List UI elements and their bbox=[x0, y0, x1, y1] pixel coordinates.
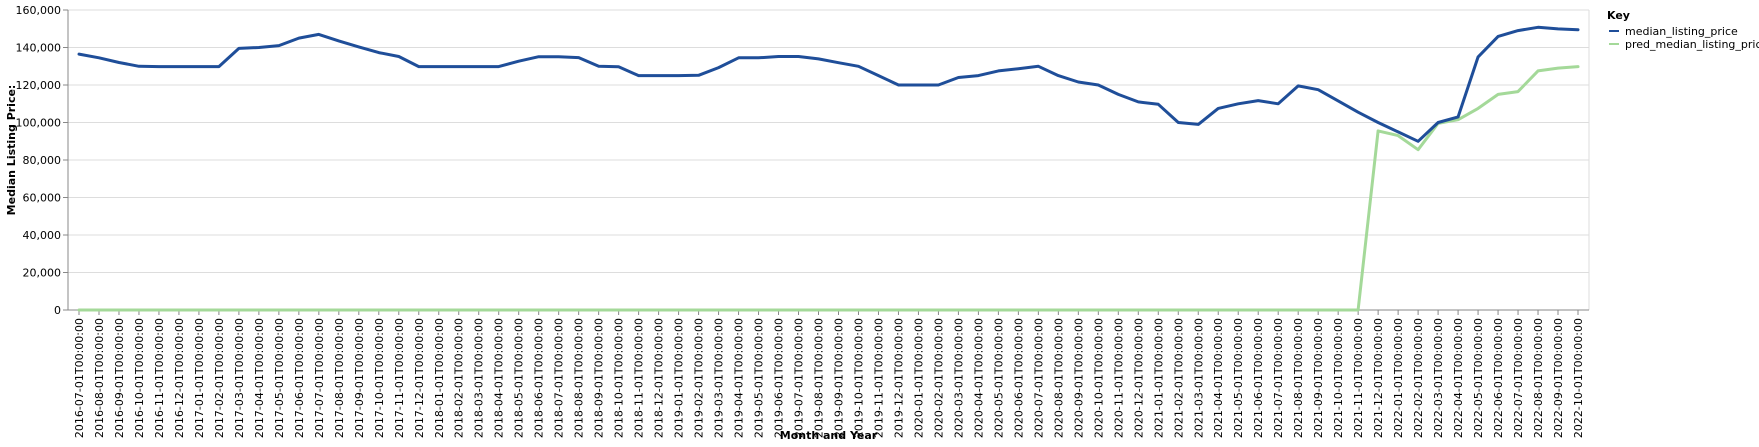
x-tick-label: 2022-09-01T00:00:00 bbox=[1552, 318, 1565, 438]
series-line-pred-median-listing-price bbox=[77, 65, 1580, 312]
x-tick-label: 2016-10-01T00:00:00 bbox=[133, 318, 146, 438]
y-tick-label: 160,000 bbox=[16, 4, 62, 17]
x-tick-label: 2018-07-01T00:00:00 bbox=[553, 318, 566, 438]
x-tick-label: 2018-08-01T00:00:00 bbox=[573, 318, 586, 438]
x-tick-label: 2019-06-01T00:00:00 bbox=[773, 318, 786, 438]
x-tick-label: 2018-01-01T00:00:00 bbox=[433, 318, 446, 438]
x-tick-label: 2022-07-01T00:00:00 bbox=[1512, 318, 1525, 438]
x-tick-label: 2017-06-01T00:00:00 bbox=[293, 318, 306, 438]
x-tick-label: 2021-02-01T00:00:00 bbox=[1172, 318, 1185, 438]
x-tick-label: 2021-05-01T00:00:00 bbox=[1232, 318, 1245, 438]
x-tick-label: 2019-05-01T00:00:00 bbox=[753, 318, 766, 438]
x-tick-label: 2018-11-01T00:00:00 bbox=[633, 318, 646, 438]
x-tick-label: 2019-10-01T00:00:00 bbox=[852, 318, 865, 438]
x-tick-label: 2020-11-01T00:00:00 bbox=[1112, 318, 1125, 438]
x-tick-label: 2020-08-01T00:00:00 bbox=[1052, 318, 1065, 438]
x-tick-label: 2018-04-01T00:00:00 bbox=[493, 318, 506, 438]
x-tick-label: 2016-08-01T00:00:00 bbox=[93, 318, 106, 438]
x-tick-label: 2020-10-01T00:00:00 bbox=[1092, 318, 1105, 438]
x-tick-label: 2018-12-01T00:00:00 bbox=[653, 318, 666, 438]
x-tick-label: 2020-07-01T00:00:00 bbox=[1032, 318, 1045, 438]
x-tick-label: 2019-02-01T00:00:00 bbox=[693, 318, 706, 438]
x-tick-label: 2021-06-01T00:00:00 bbox=[1252, 318, 1265, 438]
x-tick-label: 2022-06-01T00:00:00 bbox=[1492, 318, 1505, 438]
legend-label-pred-median-listing-price: pred_median_listing_price bbox=[1625, 38, 1759, 51]
series-lines bbox=[77, 25, 1580, 312]
x-tick-label: 2021-11-01T00:00:00 bbox=[1352, 318, 1365, 438]
y-tick-label: 0 bbox=[54, 304, 61, 317]
x-tick-label: 2017-02-01T00:00:00 bbox=[213, 318, 226, 438]
x-tick-label: 2016-12-01T00:00:00 bbox=[173, 318, 186, 438]
x-tick-label: 2019-12-01T00:00:00 bbox=[892, 318, 905, 438]
x-tick-label: 2020-12-01T00:00:00 bbox=[1132, 318, 1145, 438]
x-tick-label: 2019-11-01T00:00:00 bbox=[872, 318, 885, 438]
y-tick-label: 60,000 bbox=[23, 192, 62, 205]
x-tick-label: 2022-05-01T00:00:00 bbox=[1472, 318, 1485, 438]
x-tick-label: 2019-01-01T00:00:00 bbox=[673, 318, 686, 438]
x-tick-label: 2020-06-01T00:00:00 bbox=[1012, 318, 1025, 438]
series-line-median-listing-price bbox=[77, 25, 1580, 143]
x-tick-label: 2019-09-01T00:00:00 bbox=[832, 318, 845, 438]
legend-label-median-listing-price: median_listing_price bbox=[1625, 25, 1738, 38]
x-axis-title: Month and Year bbox=[780, 429, 878, 442]
x-tick-label: 2022-08-01T00:00:00 bbox=[1532, 318, 1545, 438]
x-tick-label: 2020-05-01T00:00:00 bbox=[992, 318, 1005, 438]
legend-title: Key bbox=[1607, 9, 1630, 22]
x-tick-label: 2018-06-01T00:00:00 bbox=[533, 318, 546, 438]
y-tick-label: 140,000 bbox=[16, 42, 62, 55]
x-tick-label: 2017-12-01T00:00:00 bbox=[413, 318, 426, 438]
x-tick-label: 2018-02-01T00:00:00 bbox=[453, 318, 466, 438]
x-tick-label: 2021-03-01T00:00:00 bbox=[1192, 318, 1205, 438]
x-tick-label: 2018-09-01T00:00:00 bbox=[593, 318, 606, 438]
gridlines bbox=[68, 9, 1590, 311]
x-tick-label: 2021-01-01T00:00:00 bbox=[1152, 318, 1165, 438]
y-tick-label: 40,000 bbox=[23, 229, 62, 242]
x-tick-label: 2021-12-01T00:00:00 bbox=[1372, 318, 1385, 438]
x-tick-label: 2020-02-01T00:00:00 bbox=[932, 318, 945, 438]
y-tick-label: 20,000 bbox=[23, 267, 62, 280]
x-tick-label: 2017-05-01T00:00:00 bbox=[273, 318, 286, 438]
y-tick-label: 120,000 bbox=[16, 79, 62, 92]
x-tick-label: 2017-01-01T00:00:00 bbox=[193, 318, 206, 438]
x-tick-label: 2019-03-01T00:00:00 bbox=[713, 318, 726, 438]
y-tick-label: 80,000 bbox=[23, 154, 62, 167]
x-tick-label: 2018-10-01T00:00:00 bbox=[613, 318, 626, 438]
x-tick-label: 2017-08-01T00:00:00 bbox=[333, 318, 346, 438]
x-tick-label: 2021-07-01T00:00:00 bbox=[1272, 318, 1285, 438]
legend: Key median_listing_pricepred_median_list… bbox=[1607, 9, 1759, 51]
x-tick-label: 2022-02-01T00:00:00 bbox=[1412, 318, 1425, 438]
x-tick-label: 2021-09-01T00:00:00 bbox=[1312, 318, 1325, 438]
x-tick-label: 2016-07-01T00:00:00 bbox=[73, 318, 86, 438]
x-tick-label: 2021-10-01T00:00:00 bbox=[1332, 318, 1345, 438]
x-tick-label: 2021-04-01T00:00:00 bbox=[1212, 318, 1225, 438]
x-tick-label: 2017-10-01T00:00:00 bbox=[373, 318, 386, 438]
x-tick-label: 2020-09-01T00:00:00 bbox=[1072, 318, 1085, 438]
x-tick-label: 2017-07-01T00:00:00 bbox=[313, 318, 326, 438]
x-tick-label: 2020-03-01T00:00:00 bbox=[952, 318, 965, 438]
x-tick-label: 2022-03-01T00:00:00 bbox=[1432, 318, 1445, 438]
axes: 0 20,000 40,000 60,000 80,000 100,000 120,000 1… bbox=[16, 4, 1589, 438]
x-tick-label: 2018-05-01T00:00:00 bbox=[513, 318, 526, 438]
x-tick-label: 2017-04-01T00:00:00 bbox=[253, 318, 266, 438]
x-tick-label: 2022-01-01T00:00:00 bbox=[1392, 318, 1405, 438]
y-tick-label: 100,000 bbox=[16, 117, 62, 130]
x-tick-label: 2021-08-01T00:00:00 bbox=[1292, 318, 1305, 438]
x-tick-label: 2022-04-01T00:00:00 bbox=[1452, 318, 1465, 438]
x-tick-label: 2016-09-01T00:00:00 bbox=[113, 318, 126, 438]
x-tick-label: 2017-03-01T00:00:00 bbox=[233, 318, 246, 438]
x-tick-label: 2018-03-01T00:00:00 bbox=[473, 318, 486, 438]
x-tick-label: 2019-07-01T00:00:00 bbox=[793, 318, 806, 438]
x-tick-label: 2020-01-01T00:00:00 bbox=[912, 318, 925, 438]
x-tick-label: 2016-11-01T00:00:00 bbox=[153, 318, 166, 438]
x-tick-label: 2017-11-01T00:00:00 bbox=[393, 318, 406, 438]
x-tick-label: 2020-04-01T00:00:00 bbox=[972, 318, 985, 438]
x-tick-label: 2017-09-01T00:00:00 bbox=[353, 318, 366, 438]
x-tick-label: 2019-04-01T00:00:00 bbox=[733, 318, 746, 438]
x-tick-label: 2022-10-01T00:00:00 bbox=[1572, 318, 1585, 438]
x-tick-label: 2019-08-01T00:00:00 bbox=[813, 318, 826, 438]
y-axis-title: Median Listing Price: bbox=[5, 85, 18, 216]
